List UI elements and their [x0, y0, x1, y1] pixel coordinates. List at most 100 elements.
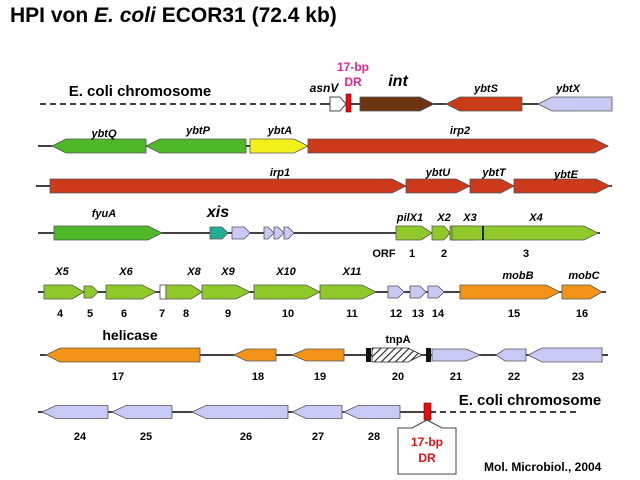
orf-arrow	[263, 226, 275, 240]
gene-arrow-x5	[43, 284, 85, 300]
gene-label-fyua: fyuA	[92, 208, 117, 220]
gene-label-ybtp: ybtP	[185, 125, 211, 137]
gene-arrow-xis	[209, 226, 229, 240]
orf-number: 8	[183, 308, 189, 320]
direct-repeat-marker	[345, 93, 352, 113]
gene-label-x11: X11	[342, 266, 362, 278]
orf-arrow	[231, 226, 251, 240]
gene-arrow-mobb	[459, 284, 561, 300]
gene-label-x8: X8	[186, 266, 201, 278]
gene-label-pilx1: pilX1	[396, 212, 423, 224]
gene-label-x10: X10	[275, 266, 296, 278]
orf-number: 23	[572, 371, 584, 383]
gene-label-mobc: mobC	[568, 270, 600, 282]
gene-arrow-ybtx	[537, 96, 613, 112]
dr-callout-box	[397, 419, 457, 475]
orf-arrow	[41, 405, 109, 419]
gene-label-int: int	[388, 73, 408, 90]
orf-arrow	[233, 348, 277, 362]
gene-arrow-irp2	[307, 138, 609, 154]
chromosome-label-left: E. coli chromosome	[69, 83, 212, 100]
tnpa-label: tnpA	[385, 334, 410, 346]
gene-arrow-x11	[319, 284, 377, 300]
chromosome-label-right: E. coli chromosome	[459, 392, 602, 409]
gene-arrow-fyua	[53, 225, 163, 241]
gene-label-x6: X6	[118, 266, 133, 278]
gene-arrow-mobc	[561, 284, 603, 300]
orf-number: 15	[508, 308, 520, 320]
orf-number: 13	[412, 308, 424, 320]
gene-label-x9: X9	[220, 266, 235, 278]
orf-number: 3	[523, 248, 529, 260]
orf-arrow	[111, 405, 173, 419]
gene-label-ybta: ybtA	[267, 125, 293, 137]
orf-number: 25	[140, 431, 152, 443]
gene-arrow-x2	[431, 225, 451, 241]
gene-arrow-x6	[105, 284, 157, 300]
orf-number: 20	[392, 371, 404, 383]
orf-number: 7	[159, 308, 165, 320]
orf-number: 12	[390, 308, 402, 320]
gene-label-ybtt: ybtT	[481, 167, 507, 179]
orf-number: 17	[112, 371, 124, 383]
orf-number: 6	[121, 308, 127, 320]
gene-label-x4: X4	[528, 212, 542, 224]
orf-arrow	[409, 285, 427, 299]
orf-number: 21	[450, 371, 462, 383]
gene-arrow-x8	[165, 284, 203, 300]
orf-arrow	[83, 285, 99, 299]
helicase-label: helicase	[102, 327, 157, 343]
orf-arrow	[343, 405, 401, 419]
gene-arrow-int	[359, 96, 435, 112]
ir-marker	[366, 348, 371, 362]
orf-number: 11	[346, 308, 358, 320]
orf-number: 18	[252, 371, 264, 383]
gene-arrow-ybta	[249, 138, 309, 154]
ir-marker	[426, 348, 431, 362]
orf-number: 16	[576, 308, 588, 320]
orf-number: 10	[282, 308, 294, 320]
orf-number: 28	[368, 431, 380, 443]
gene-label-x3: X3	[462, 212, 476, 224]
orf-arrow	[273, 226, 285, 240]
orf-number: 9	[225, 308, 231, 320]
gene-arrow-ybtt	[469, 178, 515, 194]
gene-arrow-ybtp	[145, 138, 247, 154]
orf-arrow	[290, 348, 345, 362]
citation: Mol. Microbiol., 2004	[484, 460, 602, 474]
orf-number: 5	[87, 308, 93, 320]
gene-arrow-ybte	[513, 178, 611, 194]
gene-arrow-irp1	[49, 178, 407, 194]
gene-label-ybtx: ybtX	[555, 83, 581, 95]
gene-arrow-x10	[253, 284, 321, 300]
dr-label-bottom: DR	[344, 75, 362, 89]
orf-arrow	[191, 405, 289, 419]
gene-arrow-x9	[201, 284, 251, 300]
dr-callout-bottom: DR	[418, 451, 436, 465]
orf-arrow	[387, 285, 405, 299]
orf-number: 4	[57, 308, 64, 320]
dr-label-top: 17-bp	[337, 60, 369, 74]
gene-label-x2: X2	[436, 212, 450, 224]
gene-label-x5: X5	[54, 266, 69, 278]
gene-label-ybts: ybtS	[473, 83, 499, 95]
page-title: HPI von E. coli ECOR31 (72.4 kb)	[10, 4, 337, 27]
orf-number: 27	[312, 431, 324, 443]
gene-label-irp1: irp1	[270, 167, 290, 179]
gene-label-mobb: mobB	[502, 270, 533, 282]
gene-label-asnv: asnV	[310, 81, 340, 95]
orf-number: 14	[432, 308, 445, 320]
tnpa-arrow	[371, 347, 423, 363]
gene-arrow-ybtu	[405, 178, 471, 194]
gene-label-irp2: irp2	[450, 125, 470, 137]
orf-number: 24	[74, 431, 87, 443]
orf-number: 22	[508, 371, 520, 383]
orf-arrow	[527, 347, 603, 363]
gene-arrow-x3-x4	[451, 225, 599, 241]
orf-number: 26	[240, 431, 252, 443]
gene-arrow-ybtq	[51, 138, 147, 154]
dr-callout-top: 17-bp	[411, 435, 443, 449]
orf-arrow	[495, 348, 527, 362]
orf-number: 1	[409, 248, 415, 260]
